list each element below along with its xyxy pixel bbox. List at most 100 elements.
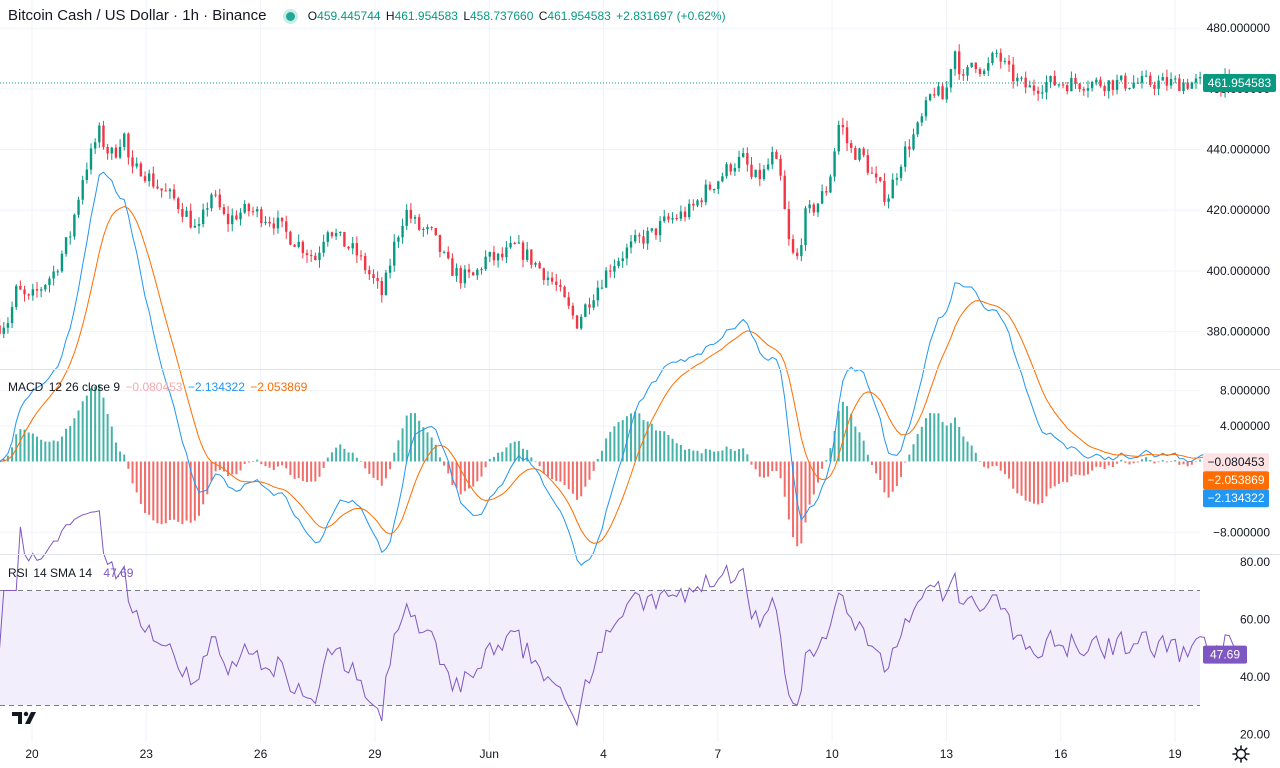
candle[interactable] [795,248,799,260]
candle[interactable] [1024,71,1027,94]
candle[interactable] [347,245,350,251]
candle[interactable] [102,120,105,150]
candle[interactable] [509,236,512,249]
candle[interactable] [899,164,903,182]
candle[interactable] [1111,79,1115,96]
candle[interactable] [488,251,491,263]
candle[interactable] [1020,76,1023,82]
candle[interactable] [309,249,313,262]
candle[interactable] [1016,73,1019,87]
candle[interactable] [1140,70,1144,89]
candle[interactable] [1053,70,1056,86]
candle[interactable] [978,67,982,77]
candle[interactable] [650,228,654,233]
candle[interactable] [81,175,84,205]
candle[interactable] [114,144,118,159]
candle[interactable] [874,166,878,184]
candle[interactable] [879,176,882,183]
candle[interactable] [754,169,757,178]
candle[interactable] [733,163,737,177]
candle[interactable] [1041,84,1044,99]
candle[interactable] [808,200,811,214]
candle[interactable] [139,161,143,177]
candle[interactable] [995,49,998,58]
candle[interactable] [326,230,329,247]
candle[interactable] [991,51,994,66]
candle[interactable] [663,210,666,223]
candle[interactable] [147,169,151,187]
candle[interactable] [812,202,816,216]
candle[interactable] [152,166,155,189]
candle[interactable] [214,190,217,198]
rsi-pane[interactable] [0,510,1243,727]
candle[interactable] [231,208,234,232]
macd-line[interactable] [0,171,1242,566]
rsi-line[interactable] [0,510,1243,727]
candle[interactable] [459,265,462,289]
candle[interactable] [264,216,267,226]
candle[interactable] [501,247,504,261]
candle[interactable] [127,132,130,165]
candle[interactable] [164,183,167,192]
candle[interactable] [19,280,22,290]
candle[interactable] [218,188,221,210]
candle[interactable] [970,62,973,68]
candle[interactable] [430,226,433,231]
candle[interactable] [1157,75,1160,96]
candle[interactable] [625,243,629,266]
candle[interactable] [820,184,824,205]
candle[interactable] [451,253,454,277]
settings-gear-icon[interactable] [1232,745,1250,763]
candle[interactable] [903,141,907,172]
candle[interactable] [322,234,325,257]
rsi-name[interactable]: RSI [8,566,29,580]
candle[interactable] [405,204,408,231]
candle[interactable] [588,297,591,315]
candle[interactable] [613,259,616,279]
candle[interactable] [1036,86,1040,101]
candle[interactable] [297,234,300,249]
candle[interactable] [1070,71,1073,92]
candle[interactable] [1099,76,1102,88]
candle[interactable] [417,214,421,232]
candle[interactable] [841,117,845,135]
candle[interactable] [974,62,978,74]
candle[interactable] [949,68,953,93]
candle[interactable] [1090,80,1094,92]
candle[interactable] [388,258,392,279]
candle[interactable] [334,228,338,241]
candle[interactable] [247,202,251,217]
candle[interactable] [272,217,275,235]
candle[interactable] [596,280,599,307]
candle[interactable] [604,267,608,288]
candle[interactable] [725,162,728,179]
candle[interactable] [426,224,429,235]
candle[interactable] [1161,72,1164,81]
candle[interactable] [825,186,828,196]
candle[interactable] [1165,69,1169,91]
candle[interactable] [355,236,359,263]
price-pane[interactable] [0,44,1243,339]
candle[interactable] [642,229,645,249]
candle[interactable] [538,261,541,269]
candle[interactable] [135,157,138,169]
candle[interactable] [1086,80,1090,98]
candle[interactable] [621,251,624,268]
candle[interactable] [928,93,932,102]
candle[interactable] [945,81,948,103]
candle[interactable] [110,146,113,160]
candle[interactable] [704,179,708,206]
candle[interactable] [438,234,442,258]
candle[interactable] [1061,81,1065,89]
candle[interactable] [845,120,849,151]
candle[interactable] [44,283,47,292]
candle[interactable] [413,215,417,225]
candle[interactable] [908,139,911,158]
candle[interactable] [380,277,383,303]
candle[interactable] [717,180,720,195]
candle[interactable] [912,128,915,151]
candle[interactable] [484,250,487,272]
candle[interactable] [555,274,558,291]
candle[interactable] [721,172,724,183]
candle[interactable] [260,206,263,228]
